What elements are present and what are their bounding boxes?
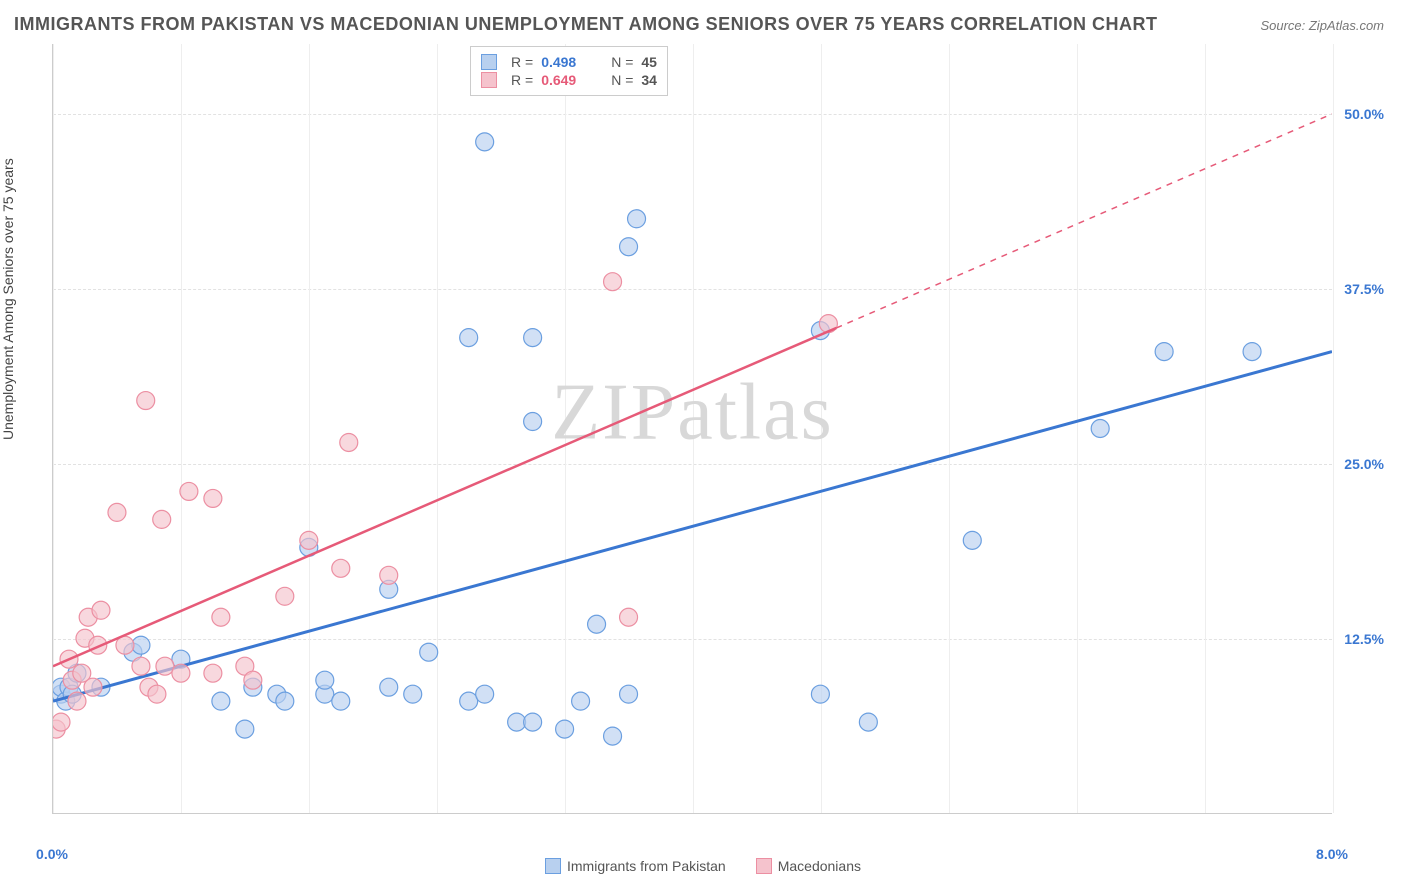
data-point [620,685,638,703]
legend-label: Immigrants from Pakistan [567,858,726,874]
x-tick-min: 0.0% [36,846,68,862]
data-point [476,133,494,151]
legend-item: Macedonians [756,858,861,874]
data-point [1243,343,1261,361]
data-point [180,482,198,500]
data-point [1091,420,1109,438]
n-value: 45 [641,54,657,70]
data-point [420,643,438,661]
data-point [604,727,622,745]
y-tick-label: 37.5% [1344,281,1384,297]
data-point [572,692,590,710]
data-point [332,692,350,710]
data-point [132,636,150,654]
data-point [92,601,110,619]
data-point [963,531,981,549]
data-point [153,510,171,528]
data-point [628,210,646,228]
data-point [556,720,574,738]
r-value: 0.649 [541,72,591,88]
y-tick-label: 50.0% [1344,106,1384,122]
data-point [476,685,494,703]
data-point [212,608,230,626]
n-label: N = [611,54,633,70]
data-point [404,685,422,703]
data-point [148,685,166,703]
correlation-legend: R = 0.498 N = 45 R = 0.649 N = 34 [470,46,668,96]
data-point [204,489,222,507]
data-point [508,713,526,731]
data-point [460,329,478,347]
data-point [524,329,542,347]
data-point [276,692,294,710]
r-label: R = [511,72,533,88]
data-point [108,503,126,521]
y-tick-label: 12.5% [1344,631,1384,647]
chart-svg [53,44,1332,813]
data-point [380,678,398,696]
data-point [524,413,542,431]
data-point [588,615,606,633]
data-point [604,273,622,291]
y-tick-label: 25.0% [1344,456,1384,472]
data-point [332,559,350,577]
data-point [172,664,190,682]
data-point [620,608,638,626]
legend-row: R = 0.498 N = 45 [481,53,657,71]
data-point [212,692,230,710]
data-point [132,657,150,675]
n-value: 34 [641,72,657,88]
data-point [276,587,294,605]
data-point [811,685,829,703]
y-axis-label: Unemployment Among Seniors over 75 years [0,158,16,440]
trend-line-dashed [836,114,1332,328]
legend-label: Macedonians [778,858,861,874]
data-point [68,692,86,710]
legend-swatch [481,72,497,88]
r-label: R = [511,54,533,70]
data-point [380,566,398,584]
data-point [340,433,358,451]
gridline-v [1333,44,1334,813]
chart-title: IMMIGRANTS FROM PAKISTAN VS MACEDONIAN U… [14,14,1158,35]
data-point [53,713,70,731]
trend-line [53,352,1332,702]
data-point [316,671,334,689]
data-point [84,678,102,696]
data-point [1155,343,1173,361]
series-legend: Immigrants from Pakistan Macedonians [545,858,861,874]
n-label: N = [611,72,633,88]
legend-item: Immigrants from Pakistan [545,858,726,874]
legend-swatch [481,54,497,70]
data-point [244,671,262,689]
source-attribution: Source: ZipAtlas.com [1260,18,1384,33]
x-tick-max: 8.0% [1316,846,1348,862]
legend-row: R = 0.649 N = 34 [481,71,657,89]
data-point [620,238,638,256]
data-point [300,531,318,549]
data-point [204,664,222,682]
data-point [524,713,542,731]
trend-line [53,328,836,666]
data-point [156,657,174,675]
legend-swatch [545,858,561,874]
data-point [236,720,254,738]
legend-swatch [756,858,772,874]
data-point [137,392,155,410]
plot-area: ZIPatlas [52,44,1332,814]
data-point [460,692,478,710]
r-value: 0.498 [541,54,591,70]
data-point [859,713,877,731]
